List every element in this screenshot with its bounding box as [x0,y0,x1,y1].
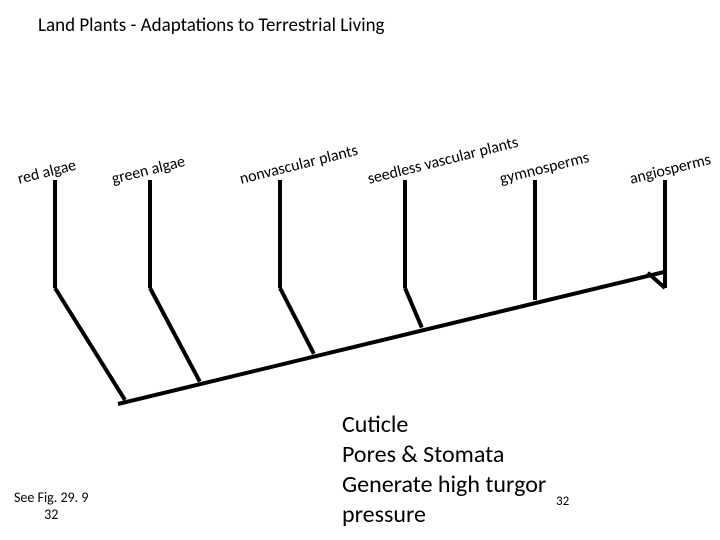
branch-line [278,180,282,288]
branch-connector [148,287,202,383]
branch-label: red algae [16,156,78,189]
adaptation-line: Generate high turgor [342,470,546,500]
branch-label: seedless vascular plants [366,133,521,189]
branch-line [533,180,537,288]
adaptation-line: Cuticle [342,410,546,440]
branch-label: angiosperms [628,150,713,189]
branch-line [403,180,407,288]
branch-connector [278,287,316,355]
branch-label: nonvascular plants [238,141,360,189]
page-title: Land Plants - Adaptations to Terrestrial… [38,14,385,37]
page-number: 32 [556,494,569,509]
figure-reference: See Fig. 29. 932 [14,490,88,524]
branch-connector [53,287,126,401]
footnote-line: 32 [14,507,88,524]
footnote-line: See Fig. 29. 9 [14,490,88,507]
branch-label: gymnosperms [498,148,592,189]
branch-line [663,180,667,288]
branch-connector [533,288,537,300]
adaptations-list: CuticlePores & StomataGenerate high turg… [342,410,546,530]
branch-line [53,180,57,288]
adaptation-line: Pores & Stomata [342,440,546,470]
branch-line [148,180,152,288]
branch-connector [403,287,424,329]
backbone-line [118,270,665,406]
adaptation-line: pressure [342,500,546,530]
